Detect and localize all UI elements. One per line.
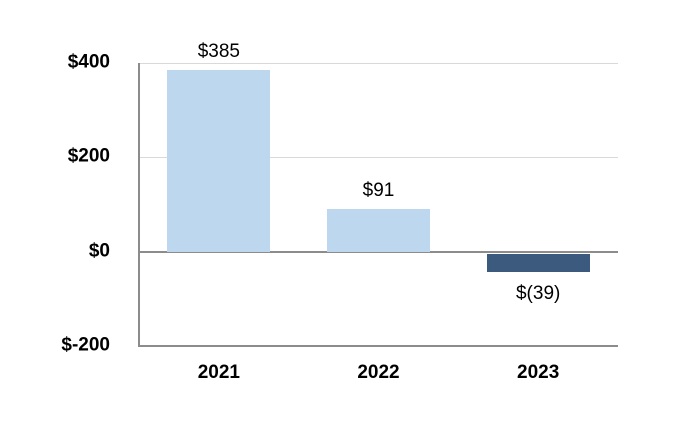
bar-value-label: $(39) xyxy=(515,283,561,304)
y-tick-label: $0 xyxy=(88,240,110,262)
bottom-axis-line xyxy=(139,345,618,347)
y-gridline xyxy=(139,63,618,64)
x-category-label: 2022 xyxy=(357,362,400,383)
x-category-label: 2023 xyxy=(517,362,560,383)
bar-2021 xyxy=(167,70,270,252)
y-tick-label: $400 xyxy=(67,51,110,73)
bar-value-label: $91 xyxy=(362,180,395,201)
y-axis-line xyxy=(138,63,140,347)
y-tick-label: $-200 xyxy=(61,334,110,356)
y-tick-label: $200 xyxy=(67,145,110,167)
bar-value-label: $385 xyxy=(197,41,240,62)
x-category-label: 2021 xyxy=(197,362,240,383)
bar-2022 xyxy=(327,209,430,252)
bar-2023 xyxy=(487,254,590,272)
y-gridline xyxy=(139,157,618,159)
